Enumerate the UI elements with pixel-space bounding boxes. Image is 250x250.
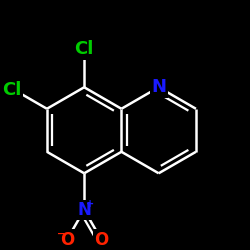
Text: N: N: [77, 201, 91, 219]
Text: O: O: [94, 231, 108, 249]
Text: O: O: [60, 231, 74, 249]
Text: Cl: Cl: [74, 40, 94, 58]
Text: +: +: [86, 199, 94, 209]
Text: Cl: Cl: [2, 82, 21, 100]
Text: N: N: [151, 78, 166, 96]
Text: −: −: [57, 228, 65, 238]
